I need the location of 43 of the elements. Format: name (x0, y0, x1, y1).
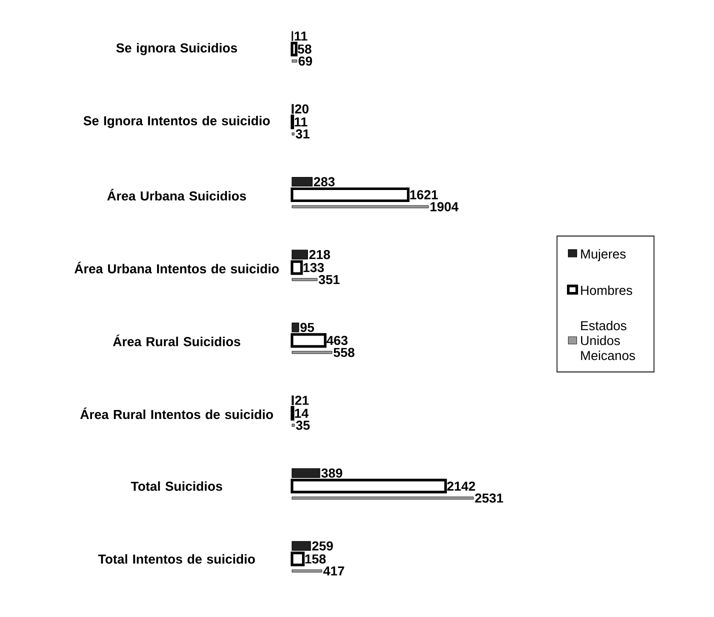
data-label: 2142 (447, 482, 476, 491)
data-label: 95 (300, 322, 314, 332)
data-label: 69 (298, 56, 312, 66)
data-label: 14 (295, 408, 309, 418)
y-tick-label: Área Rural Intentos de suicidio (80, 407, 274, 420)
bar (292, 424, 295, 427)
data-label: 35 (296, 420, 310, 430)
legend-label: Estados Unidos Meicanos (581, 320, 636, 360)
data-label: 158 (305, 554, 326, 564)
data-label: 11 (294, 117, 308, 126)
y-tick-label: Se Ignora Intentos de suicidio (84, 116, 270, 128)
bar (292, 569, 322, 572)
bar (292, 60, 298, 63)
data-label: 259 (312, 541, 333, 551)
data-label: 11 (294, 32, 308, 41)
data-label: 2531 (475, 494, 504, 503)
data-label: 558 (334, 348, 354, 358)
y-tick-label: Área Urbana Suicidios (107, 188, 246, 201)
data-label: 417 (323, 566, 344, 576)
data-label: 1904 (430, 202, 458, 212)
y-tick-label: Área Rural Suicidios (113, 334, 240, 346)
legend-label: Hombres (581, 285, 632, 295)
bar (292, 278, 318, 282)
data-label: 283 (314, 177, 335, 186)
data-label: 20 (295, 104, 309, 114)
y-tick-label: Total Intentos de suicidio (98, 554, 255, 564)
data-label: 31 (296, 129, 310, 138)
data-label: 351 (318, 274, 340, 284)
data-label: 1621 (410, 190, 438, 200)
data-label: 58 (298, 44, 312, 54)
y-tick-label: Total Suicidios (130, 481, 222, 491)
legend-label: Mujeres (581, 249, 626, 262)
y-tick-label: Área Urbana Intentos de suicidio (74, 262, 279, 274)
bar (292, 350, 332, 354)
data-label: 389 (321, 468, 342, 478)
bar (292, 496, 474, 500)
bar (292, 205, 429, 208)
y-tick-label: Se ignora Suicidios (116, 42, 238, 56)
data-label: 21 (295, 396, 309, 405)
data-label: 463 (326, 336, 348, 346)
data-label: 218 (309, 250, 330, 260)
bar (292, 132, 294, 136)
data-label: 133 (304, 262, 324, 272)
